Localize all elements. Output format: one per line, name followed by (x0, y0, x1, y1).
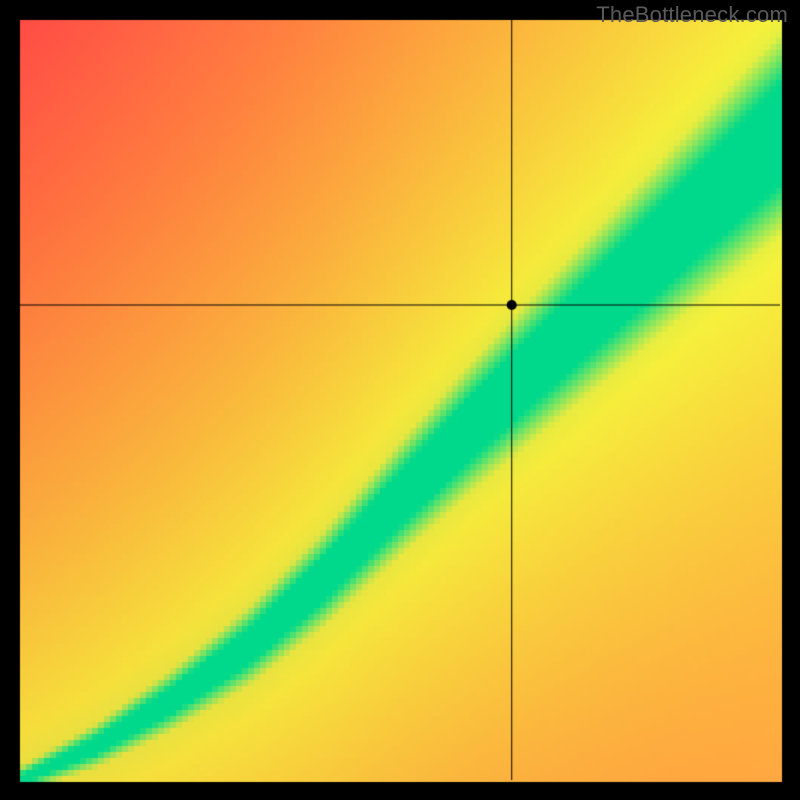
bottleneck-heatmap (0, 0, 800, 800)
watermark-text: TheBottleneck.com (596, 2, 788, 28)
chart-container: TheBottleneck.com (0, 0, 800, 800)
